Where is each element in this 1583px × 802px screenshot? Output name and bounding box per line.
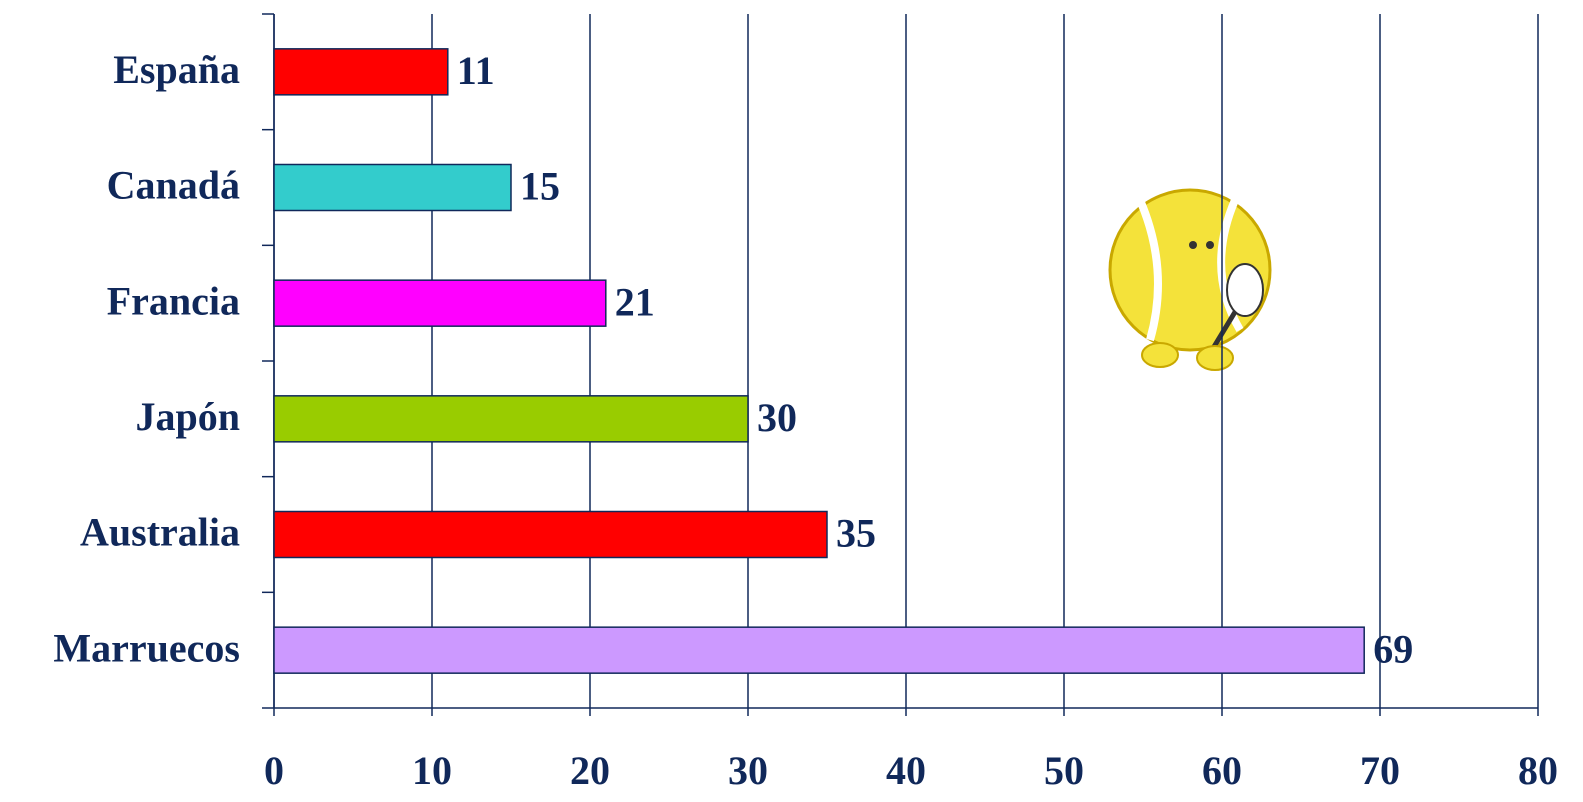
x-tick-label: 30 bbox=[728, 748, 768, 793]
value-label: 69 bbox=[1373, 626, 1413, 671]
logo-foot bbox=[1141, 342, 1179, 368]
x-tick-label: 60 bbox=[1202, 748, 1242, 793]
bar bbox=[273, 48, 449, 96]
value-label: 30 bbox=[757, 395, 797, 440]
category-label: Francia bbox=[107, 278, 240, 323]
category-label: España bbox=[113, 47, 240, 92]
value-label: 15 bbox=[520, 164, 560, 209]
logo-eye bbox=[1206, 241, 1214, 249]
logo-handle bbox=[1209, 310, 1238, 352]
value-label: 35 bbox=[836, 511, 876, 556]
bar bbox=[273, 163, 512, 212]
category-label: Canadá bbox=[107, 163, 240, 208]
value-label: 21 bbox=[615, 279, 655, 324]
x-tick-label: 80 bbox=[1518, 748, 1558, 793]
logo-seam bbox=[1136, 198, 1162, 342]
bar bbox=[273, 626, 1365, 674]
x-tick-label: 10 bbox=[412, 748, 452, 793]
bar bbox=[273, 395, 749, 443]
category-label: Australia bbox=[80, 510, 240, 555]
bar bbox=[273, 510, 828, 559]
x-tick-label: 50 bbox=[1044, 748, 1084, 793]
category-label: Marruecos bbox=[53, 625, 240, 670]
logo bbox=[1108, 188, 1272, 371]
x-tick-label: 40 bbox=[886, 748, 926, 793]
value-label: 11 bbox=[457, 48, 495, 93]
logo-foot bbox=[1196, 345, 1234, 371]
category-label: Japón bbox=[136, 394, 241, 439]
logo-eye bbox=[1189, 241, 1197, 249]
bar bbox=[273, 279, 607, 327]
x-tick-label: 70 bbox=[1360, 748, 1400, 793]
x-tick-label: 0 bbox=[264, 748, 284, 793]
logo-racket bbox=[1226, 263, 1264, 317]
x-tick-label: 20 bbox=[570, 748, 610, 793]
